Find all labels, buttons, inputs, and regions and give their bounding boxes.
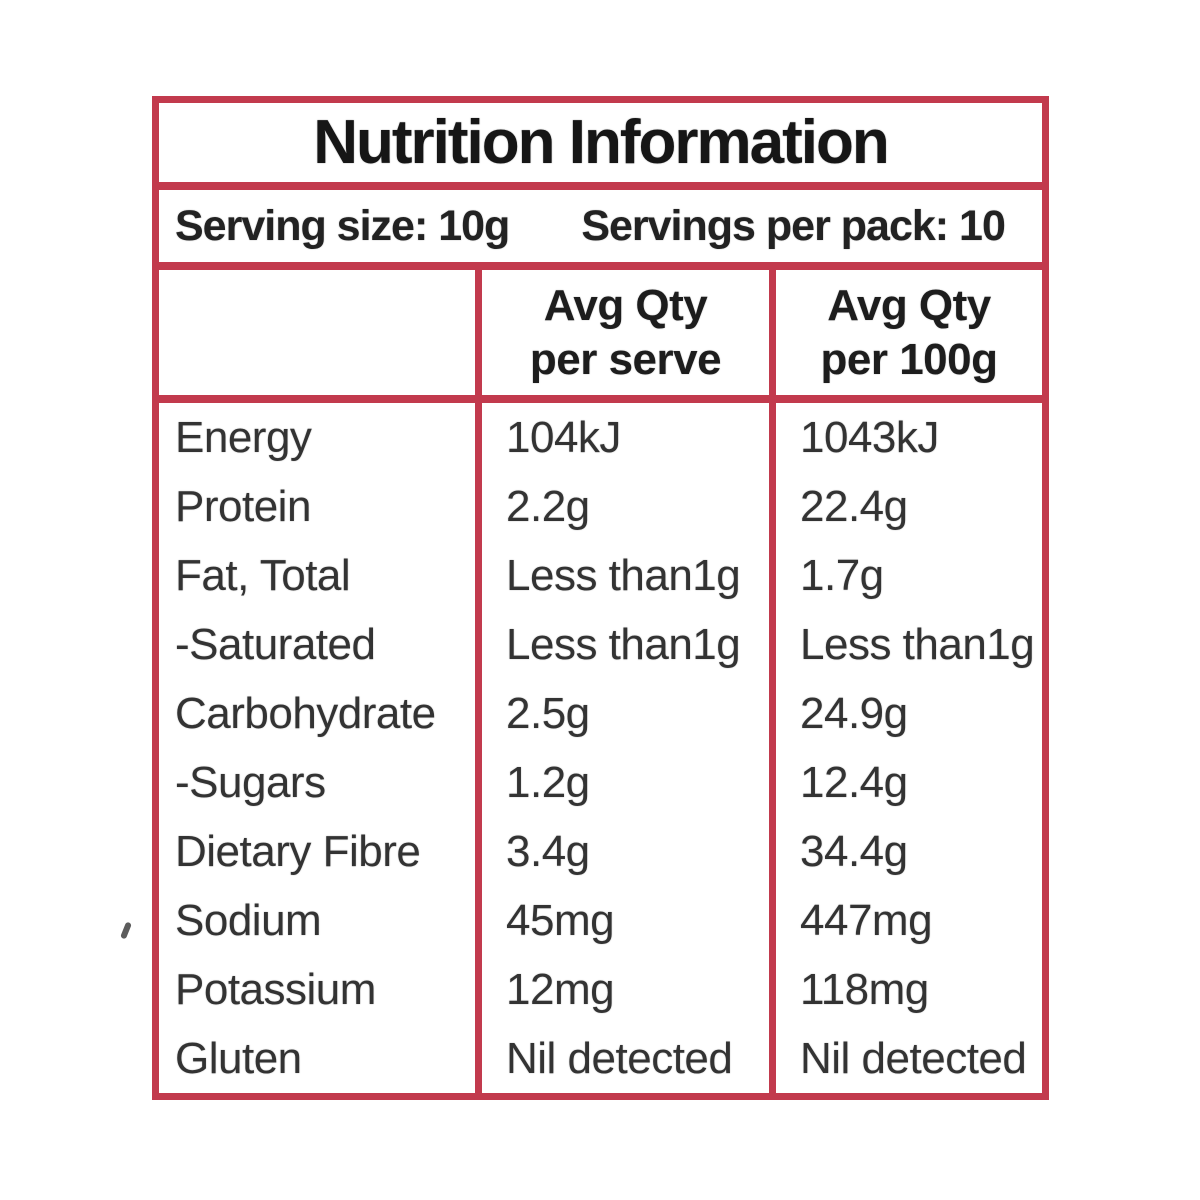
value-per-serve: 2.2g (475, 472, 769, 541)
nutrient-label: Carbohydrate (175, 688, 436, 738)
value-per-100g: 118mg (769, 955, 1042, 1024)
value-per-serve: 12mg (475, 955, 769, 1024)
column-header-per-100g: Avg Qty per 100g (769, 270, 1042, 403)
nutrient-label: -Saturated (175, 619, 376, 669)
per-100g-header-line2: per 100g (820, 334, 998, 384)
nutrition-table: Avg Qty per serve Avg Qty per 100g Energ… (159, 270, 1042, 1093)
value-per-serve: 104kJ (475, 403, 769, 472)
per-serve-header-line1: Avg Qty (543, 280, 708, 330)
value-per-100g: Nil detected (769, 1024, 1042, 1093)
value-per-100g: Less than1g (769, 610, 1042, 679)
value-per-100g: 1.7g (769, 541, 1042, 610)
value-per-100g: 12.4g (769, 748, 1042, 817)
value-per-serve: Nil detected (475, 1024, 769, 1093)
nutrient-label: Fat, Total (175, 550, 351, 600)
serving-size-text: Serving size: 10g (175, 201, 510, 250)
servings-per-pack-text: Servings per pack: 10 (581, 201, 1006, 250)
value-per-serve: 1.2g (475, 748, 769, 817)
value-per-100g: 1043kJ (769, 403, 1042, 472)
column-header-nutrient (159, 270, 475, 403)
nutrient-label: Potassium (175, 964, 376, 1014)
value-per-serve: 45mg (475, 886, 769, 955)
column-header-per-serve: Avg Qty per serve (475, 270, 769, 403)
value-per-100g: 34.4g (769, 817, 1042, 886)
nutrient-label: Dietary Fibre (175, 826, 421, 876)
nutrient-label: Protein (175, 481, 311, 531)
nutrient-label: Sodium (175, 895, 322, 945)
nutrient-label: Gluten (175, 1033, 302, 1083)
per-serve-header-line2: per serve (529, 334, 722, 384)
value-per-serve: Less than1g (475, 541, 769, 610)
value-per-serve: 2.5g (475, 679, 769, 748)
value-per-serve: 3.4g (475, 817, 769, 886)
per-100g-header-line1: Avg Qty (827, 280, 991, 330)
value-per-100g: 24.9g (769, 679, 1042, 748)
nutrition-panel: Nutrition Information Serving size: 10g … (152, 96, 1049, 1100)
value-per-serve: Less than1g (475, 610, 769, 679)
serving-info-row: Serving size: 10g Servings per pack: 10 (159, 190, 1042, 270)
panel-title: Nutrition Information (159, 103, 1042, 190)
nutrient-label: Energy (175, 412, 312, 462)
stray-ink-mark (120, 921, 132, 940)
value-per-100g: 447mg (769, 886, 1042, 955)
nutrient-label: -Sugars (175, 757, 326, 807)
value-per-100g: 22.4g (769, 472, 1042, 541)
